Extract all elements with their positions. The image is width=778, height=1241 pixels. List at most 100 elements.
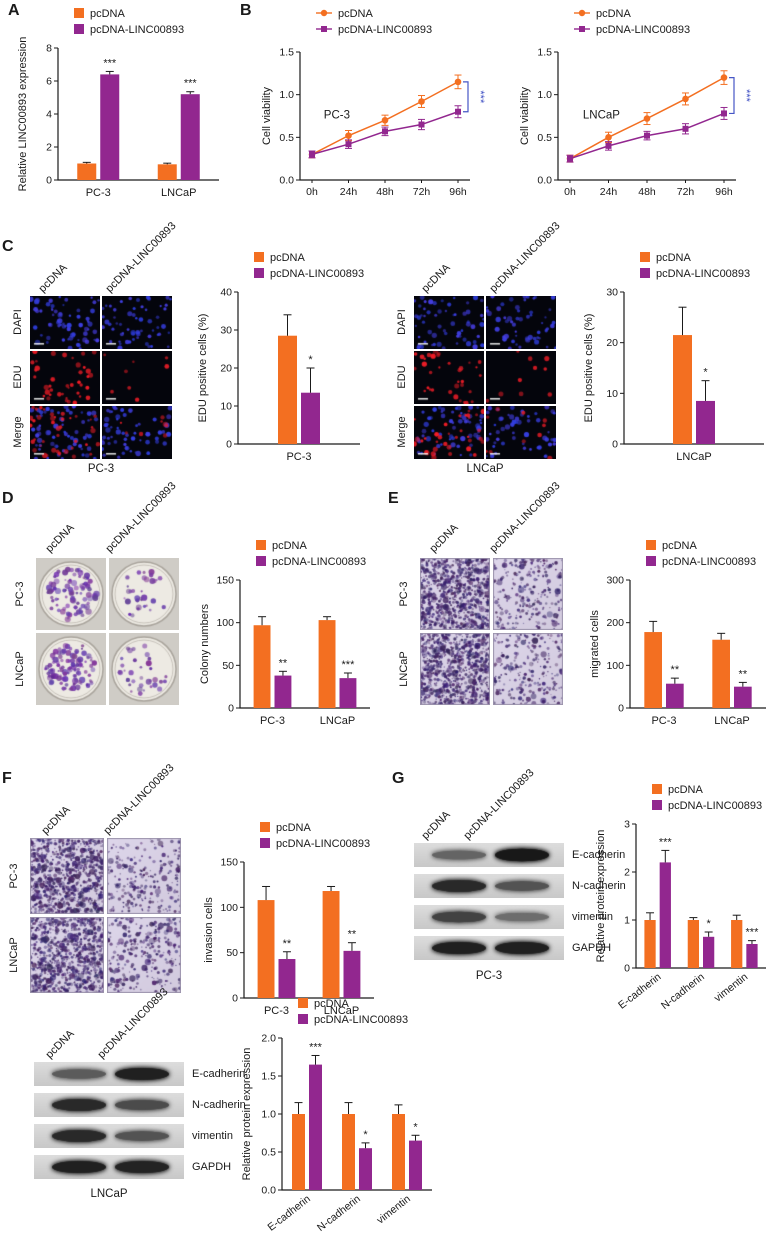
- fluorescence-micrograph: [102, 351, 172, 404]
- svg-text:PC-3: PC-3: [651, 715, 676, 727]
- panel-g-label: G: [392, 770, 405, 787]
- chartB2-svg: pcDNA pcDNA-LINC00893 0.0 0.5 1.0 1.5 Cell via…: [519, 8, 752, 198]
- row-label-dapi: DAPI: [12, 309, 24, 335]
- western-blot-pc3: [414, 843, 564, 960]
- western-blot-strip: [414, 874, 564, 898]
- svg-text:LNCaP: LNCaP: [320, 715, 355, 727]
- svg-text:300: 300: [606, 575, 624, 587]
- col-label-pcdna-linc00893: pcDNA-LINC00893: [101, 761, 177, 837]
- chart-invasion-cells: pcDNA pcDNA-LINC00893 0 50 100 150 invasion ce…: [198, 820, 382, 1024]
- svg-text:Relative protein expression: Relative protein expression: [241, 1048, 253, 1181]
- row-label-lncap: LNCaP: [14, 651, 26, 687]
- svg-text:EDU positive cells (%): EDU positive cells (%): [583, 314, 595, 423]
- panel-e-label: E: [388, 490, 399, 507]
- svg-text:LNCaP: LNCaP: [676, 451, 711, 463]
- svg-text:pcDNA-LINC00893: pcDNA-LINC00893: [662, 556, 756, 568]
- colony-dish-photo: [36, 633, 106, 705]
- svg-text:pcDNA: pcDNA: [668, 784, 704, 796]
- chart-edu-pc3: pcDNA pcDNA-LINC00893 0 10 20 30 40 EDU positiv…: [192, 250, 368, 470]
- svg-text:**: **: [671, 664, 680, 676]
- chartF2-svg: pcDNA pcDNA-LINC00893 0.0 0.5 1.0 1.5 2.0 Relat…: [241, 998, 432, 1234]
- svg-text:72h: 72h: [677, 186, 695, 198]
- svg-text:**: **: [279, 657, 288, 669]
- svg-text:pcDNA-LINC00893: pcDNA-LINC00893: [270, 268, 364, 280]
- cell-line-label-lncap: LNCaP: [466, 463, 504, 475]
- svg-text:20: 20: [220, 363, 232, 375]
- transwell-membrane-photo: [420, 633, 490, 705]
- row-label-edu: EDU: [12, 365, 24, 389]
- svg-text:0: 0: [46, 175, 52, 187]
- svg-text:pcDNA-LINC00893: pcDNA-LINC00893: [276, 838, 370, 850]
- chart-migrated-cells: pcDNA pcDNA-LINC00893 0 100 200 300 migrated c…: [584, 538, 774, 734]
- transwell-membrane-photo: [30, 917, 104, 993]
- col-label-pcdna: pcDNA: [419, 261, 453, 295]
- svg-text:50: 50: [226, 947, 238, 959]
- svg-text:PC-3: PC-3: [86, 187, 111, 199]
- western-blot-strip: [34, 1093, 184, 1117]
- svg-text:1.5: 1.5: [537, 47, 552, 59]
- svg-text:48h: 48h: [376, 186, 394, 198]
- row-label-edu: EDU: [396, 365, 408, 389]
- svg-text:Relative protein expression: Relative protein expression: [595, 830, 607, 963]
- col-label-pcdna: pcDNA: [427, 521, 461, 555]
- edu-microscopy-grid-lncap: [414, 296, 556, 459]
- svg-text:24h: 24h: [600, 186, 618, 198]
- svg-text:30: 30: [220, 325, 232, 337]
- western-blot-strip: [34, 1155, 184, 1179]
- svg-text:50: 50: [222, 660, 234, 672]
- panel-f-label: F: [2, 770, 12, 787]
- svg-text:LNCaP: LNCaP: [714, 715, 749, 727]
- transwell-membrane-photo: [493, 558, 563, 630]
- svg-text:0.0: 0.0: [537, 175, 552, 187]
- svg-text:pcDNA: pcDNA: [90, 8, 126, 20]
- transwell-membrane-photo: [30, 838, 104, 914]
- svg-text:2: 2: [624, 867, 630, 879]
- band-label-e-cadherin: E-cadherin: [572, 849, 626, 861]
- col-label-pcdna: pcDNA: [43, 1027, 77, 1061]
- western-blot-strip: [414, 843, 564, 867]
- svg-text:2.0: 2.0: [261, 1033, 276, 1045]
- chartA-svg: pcDNA pcDNA-LINC00893 0 2 4 6 8 Relative LINC00…: [17, 8, 219, 199]
- svg-text:***: ***: [103, 57, 117, 69]
- svg-text:0: 0: [612, 439, 618, 451]
- svg-text:***: ***: [740, 89, 752, 103]
- svg-text:pcDNA-LINC00893: pcDNA-LINC00893: [314, 1014, 408, 1026]
- svg-text:*: *: [703, 367, 708, 379]
- col-label-pcdna-linc00893: pcDNA-LINC00893: [461, 766, 537, 842]
- svg-text:40: 40: [220, 287, 232, 299]
- fluorescence-micrograph: [486, 296, 556, 349]
- svg-text:vimentin: vimentin: [712, 971, 750, 1005]
- chartG-svg: pcDNA pcDNA-LINC00893 0 1 2 3 Relative protein…: [595, 784, 766, 1012]
- svg-text:pcDNA: pcDNA: [314, 998, 350, 1010]
- svg-text:1.0: 1.0: [279, 89, 294, 101]
- fluorescence-micrograph: [414, 351, 484, 404]
- svg-text:0.5: 0.5: [261, 1147, 276, 1159]
- svg-text:pcDNA: pcDNA: [662, 540, 698, 552]
- migration-transwell-grid: [420, 558, 563, 705]
- svg-text:72h: 72h: [413, 186, 431, 198]
- fluorescence-micrograph: [102, 406, 172, 459]
- col-label-pcdna-linc00893: pcDNA-LINC00893: [487, 219, 563, 295]
- svg-text:0.0: 0.0: [279, 175, 294, 187]
- svg-text:pcDNA: pcDNA: [270, 252, 306, 264]
- svg-text:20: 20: [606, 337, 618, 349]
- chart-viability-pc3: pcDNA pcDNA-LINC00893 0.0 0.5 1.0 1.5 Cell via…: [256, 6, 508, 206]
- transwell-membrane-photo: [493, 633, 563, 705]
- svg-text:Cell viability: Cell viability: [519, 86, 531, 145]
- svg-text:*: *: [308, 354, 313, 366]
- svg-text:**: **: [283, 938, 292, 950]
- svg-text:0.5: 0.5: [279, 132, 294, 144]
- row-label-lncap: LNCaP: [8, 937, 20, 973]
- row-label-pc3: PC-3: [8, 863, 20, 889]
- svg-text:pcDNA: pcDNA: [272, 540, 308, 552]
- svg-text:pcDNA-LINC00893: pcDNA-LINC00893: [656, 268, 750, 280]
- band-label-vimentin: vimentin: [572, 911, 613, 923]
- svg-text:E-cadherin: E-cadherin: [616, 971, 664, 1012]
- svg-text:*: *: [363, 1129, 368, 1141]
- cell-line-label-pc3: PC-3: [475, 970, 503, 982]
- svg-text:Colony numbers: Colony numbers: [199, 603, 211, 684]
- chartD-svg: pcDNA pcDNA-LINC00893 0 50 100 150 Colony numb…: [199, 540, 370, 727]
- svg-text:10: 10: [606, 388, 618, 400]
- row-label-pc3: PC-3: [398, 581, 410, 607]
- svg-text:PC-3: PC-3: [286, 451, 311, 463]
